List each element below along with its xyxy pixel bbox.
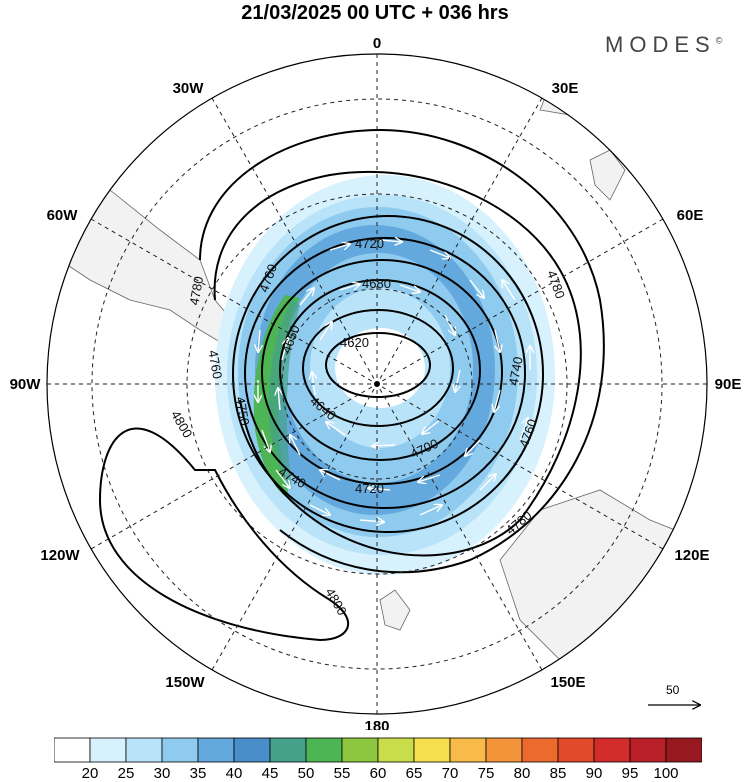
colorbar-tick-label: 60 [369, 765, 387, 782]
colorbar-tick-label: 55 [333, 765, 351, 782]
colorbar-tick-label: 30 [153, 765, 171, 782]
colorbar-swatch [665, 737, 702, 763]
colorbar-tick-label: 100 [653, 765, 679, 782]
colorbar-tick-label: 65 [405, 765, 423, 782]
colorbar-swatch [233, 737, 271, 763]
colorbar-tick-label: 70 [441, 765, 459, 782]
colorbar-tick-label: 35 [189, 765, 207, 782]
south-america-land [59, 189, 241, 346]
polar-map: 0 30E 60E 90E 120E 150E 180 150W 120W 90… [10, 35, 742, 730]
colorbar-tick-label: 40 [225, 765, 243, 782]
colorbar [54, 737, 702, 763]
colorbar-swatch [269, 737, 307, 763]
colorbar-swatch [413, 737, 451, 763]
lon-label-90e: 90E [715, 376, 742, 393]
lon-label-30e: 30E [552, 80, 579, 97]
new-zealand-land [379, 589, 411, 631]
colorbar-tick-label: 50 [297, 765, 315, 782]
colorbar-swatch [449, 737, 487, 763]
contour-label: 4680 [362, 276, 391, 291]
lon-label-0: 0 [373, 35, 381, 52]
lon-label-90w: 90W [10, 376, 42, 393]
colorbar-swatch [197, 737, 235, 763]
colorbar-swatch [593, 737, 631, 763]
colorbar-swatch [377, 737, 415, 763]
colorbar-swatch [341, 737, 379, 763]
colorbar-tick-label: 80 [513, 765, 531, 782]
colorbar-tick-label: 90 [585, 765, 603, 782]
colorbar-swatch [485, 737, 523, 763]
contour-label: 4620 [340, 335, 369, 350]
reference-vector-label: 50 [666, 683, 680, 697]
lon-label-60e: 60E [677, 207, 704, 224]
longitude-labels: 0 30E 60E 90E 120E 150E 180 150W 120W 90… [10, 35, 742, 730]
colorbar-swatch [54, 737, 91, 763]
colorbar-swatch [629, 737, 667, 763]
lon-label-60w: 60W [47, 207, 79, 224]
wind-vectors [258, 240, 530, 522]
colorbar-tick-label: 45 [261, 765, 279, 782]
colorbar-tick-label: 85 [549, 765, 567, 782]
contour-label: 4720 [355, 481, 384, 496]
colorbar-swatch [305, 737, 343, 763]
contour-label: 4740 [506, 356, 526, 387]
lon-label-150w: 150W [165, 674, 205, 691]
contour-label: 4780 [186, 275, 206, 306]
contour-label: 4780 [544, 268, 568, 300]
colorbar-swatch [125, 737, 163, 763]
colorbar-tick-label: 95 [621, 765, 639, 782]
colorbar-tick-label: 20 [81, 765, 99, 782]
madagascar-land [589, 149, 626, 201]
colorbar-swatch [89, 737, 127, 763]
colorbar-swatch [557, 737, 595, 763]
colorbar-tick-label: 25 [117, 765, 135, 782]
height-contours [98, 128, 605, 642]
map-title: 21/03/2025 00 UTC + 036 hrs [241, 2, 509, 24]
contour-label: 4720 [355, 236, 384, 251]
lon-label-120e: 120E [674, 547, 709, 564]
contour-label: 4800 [322, 585, 349, 618]
wind-speed-shading [215, 175, 555, 575]
colorbar-swatch [521, 737, 559, 763]
contour-label: 4760 [205, 349, 225, 380]
lon-label-180: 180 [364, 718, 389, 730]
colorbar-tick-label: 75 [477, 765, 495, 782]
contour-label: 4800 [168, 408, 195, 441]
lon-label-150e: 150E [550, 674, 585, 691]
brand-logo: MODES© [605, 32, 723, 57]
map-boundary [46, 53, 708, 715]
lon-label-120w: 120W [40, 547, 80, 564]
pole-dot [374, 381, 380, 387]
contour-label: 4750 [233, 396, 253, 427]
colorbar-swatch [161, 737, 199, 763]
lon-label-30w: 30W [173, 80, 205, 97]
